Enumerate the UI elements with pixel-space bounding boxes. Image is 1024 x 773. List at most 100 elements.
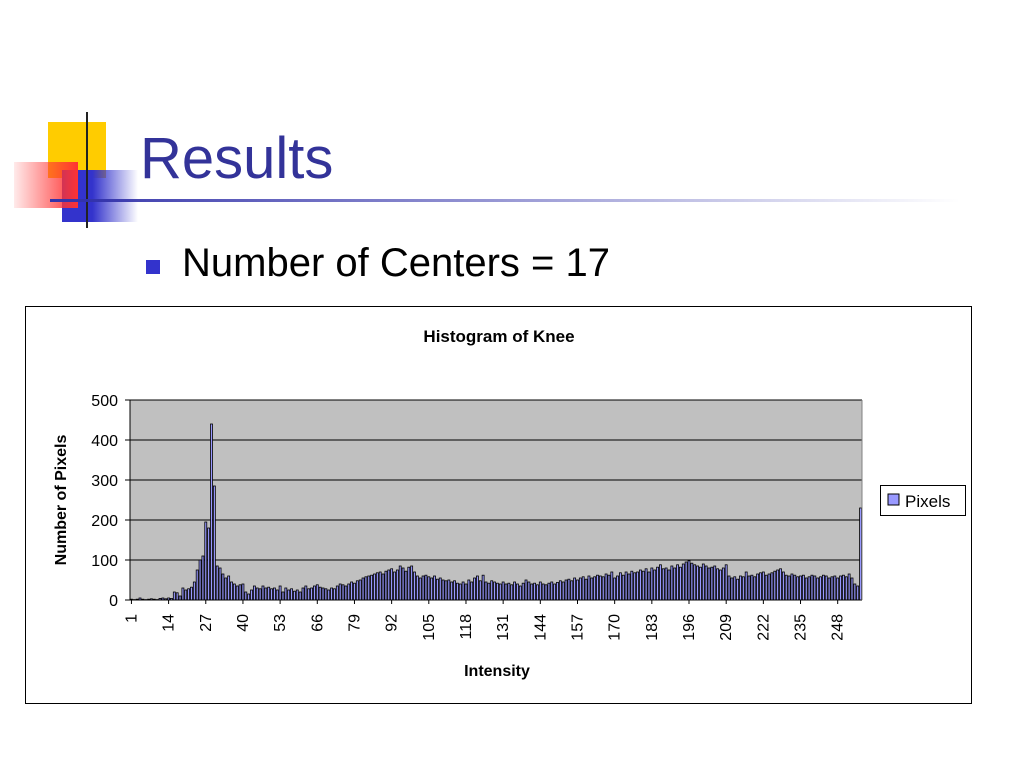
- bar: [725, 565, 727, 600]
- bar: [368, 576, 370, 600]
- bar: [625, 572, 627, 600]
- bar: [288, 590, 290, 600]
- bar: [642, 571, 644, 600]
- x-tick-label: 131: [495, 614, 512, 641]
- bar: [414, 572, 416, 600]
- bar: [365, 577, 367, 600]
- bar: [514, 582, 516, 600]
- bar: [608, 575, 610, 600]
- x-tick-label: 248: [830, 614, 847, 641]
- bar: [705, 566, 707, 600]
- bar: [502, 582, 504, 600]
- bullet-marker: [146, 260, 160, 274]
- bar: [268, 587, 270, 600]
- bar: [737, 579, 739, 600]
- bar: [431, 578, 433, 600]
- bar: [353, 583, 355, 600]
- slide-title: Results: [140, 126, 333, 191]
- bar: [548, 583, 550, 600]
- bar: [188, 589, 190, 600]
- bar: [822, 575, 824, 600]
- bar: [588, 576, 590, 600]
- bar: [565, 580, 567, 600]
- bar: [276, 590, 278, 600]
- bar: [785, 575, 787, 600]
- bar: [820, 577, 822, 600]
- bar: [522, 583, 524, 600]
- bar: [345, 586, 347, 600]
- bar: [416, 576, 418, 600]
- bar: [391, 569, 393, 600]
- bar: [619, 573, 621, 600]
- bar: [782, 572, 784, 600]
- bar: [225, 578, 227, 600]
- bar: [817, 578, 819, 600]
- bar: [631, 571, 633, 600]
- bar: [399, 566, 401, 600]
- bar: [534, 583, 536, 600]
- bar: [236, 586, 238, 600]
- bar: [471, 582, 473, 600]
- legend-label: Pixels: [905, 492, 950, 511]
- bar: [762, 572, 764, 600]
- bar: [445, 581, 447, 600]
- bar: [322, 588, 324, 600]
- bar: [771, 573, 773, 600]
- bar: [182, 588, 184, 600]
- y-axis-label: Number of Pixels: [53, 435, 70, 566]
- bar: [448, 580, 450, 600]
- bar: [857, 586, 859, 600]
- bar: [279, 586, 281, 600]
- bar: [731, 578, 733, 600]
- bar: [208, 528, 210, 600]
- bar: [719, 570, 721, 600]
- bar: [516, 584, 518, 600]
- bar: [351, 582, 353, 600]
- bar: [611, 572, 613, 600]
- bar: [356, 581, 358, 600]
- y-tick-label: 200: [91, 513, 118, 530]
- bar: [371, 575, 373, 600]
- bar: [777, 570, 779, 600]
- bar: [814, 576, 816, 600]
- bar: [462, 582, 464, 600]
- bar: [488, 583, 490, 600]
- bar: [671, 566, 673, 600]
- bar: [511, 585, 513, 600]
- bar: [802, 575, 804, 600]
- bar: [196, 570, 198, 600]
- bar: [313, 586, 315, 600]
- bar: [382, 574, 384, 600]
- bar: [714, 566, 716, 600]
- bar: [459, 584, 461, 600]
- x-tick-label: 53: [272, 614, 289, 632]
- x-tick-label: 157: [569, 614, 586, 641]
- bar: [842, 575, 844, 600]
- x-axis-label: Intensity: [464, 663, 530, 680]
- bar: [536, 585, 538, 600]
- bar: [845, 577, 847, 600]
- bar: [474, 578, 476, 600]
- bar: [213, 486, 215, 600]
- bar: [648, 572, 650, 600]
- x-tick-label: 40: [235, 614, 252, 632]
- bar: [205, 522, 207, 600]
- x-tick-label: 183: [644, 614, 661, 641]
- bar: [325, 589, 327, 600]
- bar: [774, 571, 776, 600]
- bar: [851, 578, 853, 600]
- bar: [482, 575, 484, 600]
- bar: [591, 578, 593, 600]
- y-tick-label: 300: [91, 473, 118, 490]
- bar: [742, 577, 744, 600]
- bar: [679, 567, 681, 600]
- bar: [694, 565, 696, 600]
- x-tick-label: 196: [681, 614, 698, 641]
- x-tick-label: 1: [123, 614, 140, 623]
- x-tick-label: 118: [458, 614, 475, 640]
- bar: [734, 577, 736, 600]
- bar: [271, 589, 273, 600]
- x-tick-label: 235: [793, 614, 810, 641]
- bar: [251, 590, 253, 600]
